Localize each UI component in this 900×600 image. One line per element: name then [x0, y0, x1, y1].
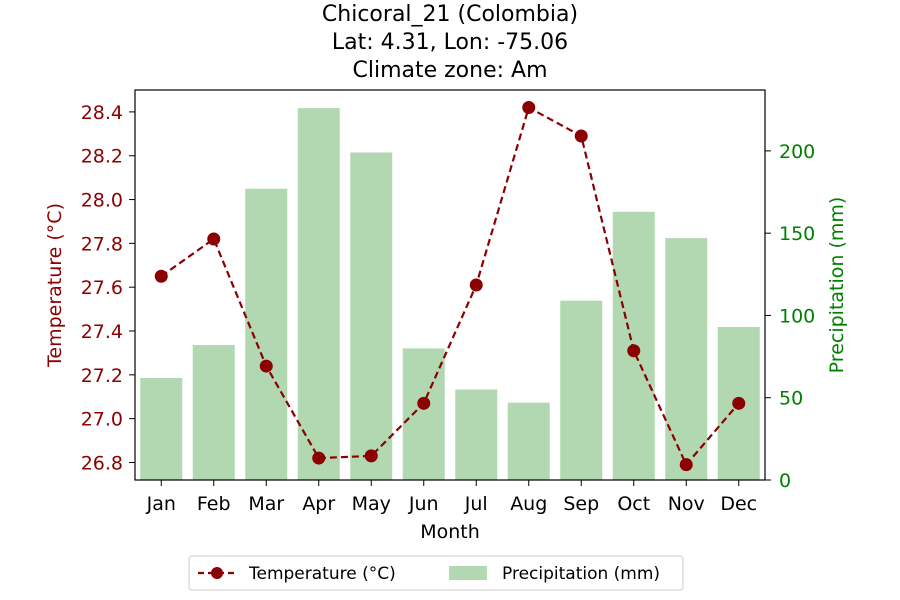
- precipitation-bar-jul: [455, 389, 498, 480]
- title-line-1: Chicoral_21 (Colombia): [322, 2, 578, 27]
- precipitation-bar-aug: [507, 402, 550, 480]
- legend: Temperature (°C) Precipitation (mm): [188, 555, 684, 591]
- month-tick-label-mar: Mar: [248, 493, 284, 515]
- precipitation-bar-jan: [140, 377, 183, 480]
- temperature-axis-ticks: 26.8 27.0 27.2 27.4 27.6 27.8 28.0 28.2 28.4: [81, 102, 135, 474]
- title-line-2: Lat: 4.31, Lon: -75.06: [332, 30, 568, 55]
- temperature-point-aug: [522, 101, 536, 115]
- temperature-tick-label: 27.6: [81, 277, 123, 299]
- precipitation-axis-label: Precipitation (mm): [826, 197, 848, 374]
- precipitation-tick-label: 0: [779, 470, 791, 492]
- precipitation-bar-feb: [192, 345, 235, 480]
- chart-title: Chicoral_21 (Colombia) Lat: 4.31, Lon: -…: [322, 2, 578, 83]
- month-axis-label: Month: [420, 521, 480, 543]
- precipitation-bar-may: [350, 152, 393, 480]
- legend-precipitation-swatch: [449, 566, 487, 580]
- legend-temperature-label: Temperature (°C): [248, 564, 396, 584]
- legend-precipitation-label: Precipitation (mm): [502, 564, 660, 584]
- temperature-tick-label: 28.0: [81, 190, 123, 212]
- precipitation-bars: [140, 108, 760, 481]
- temperature-point-mar: [259, 359, 273, 373]
- legend-box: [188, 555, 684, 591]
- temperature-tick-label: 26.8: [81, 452, 123, 474]
- month-tick-label-jan: Jan: [146, 493, 176, 515]
- precipitation-tick-label: 50: [779, 388, 803, 410]
- month-tick-label-dec: Dec: [720, 493, 757, 515]
- temperature-point-oct: [627, 344, 641, 358]
- month-tick-label-feb: Feb: [197, 493, 231, 515]
- temperature-series-line: [160, 105, 740, 467]
- temperature-point-sep: [574, 129, 588, 143]
- month-tick-label-nov: Nov: [668, 493, 705, 515]
- precipitation-bar-apr: [297, 108, 340, 481]
- month-tick-label-aug: Aug: [510, 493, 547, 515]
- temperature-tick-label: 27.4: [81, 321, 123, 343]
- precipitation-bar-jun: [402, 348, 445, 480]
- precipitation-axis-ticks: 0 50 100 150 200: [765, 141, 815, 492]
- temperature-tick-label: 27.2: [81, 365, 123, 387]
- temperature-point-dec: [732, 396, 746, 410]
- precipitation-bar-nov: [665, 238, 708, 480]
- month-tick-label-jun: Jun: [408, 493, 439, 515]
- month-tick-label-may: May: [352, 493, 391, 515]
- temperature-point-apr: [312, 451, 326, 465]
- precipitation-tick-label: 100: [779, 305, 815, 327]
- precipitation-tick-label: 200: [779, 141, 815, 163]
- temperature-tick-label: 27.8: [81, 233, 123, 255]
- month-axis-ticks: Jan Feb Mar Apr May Jun Jul Aug Sep Oct Nov Dec: [146, 480, 757, 515]
- plot-frame: [134, 89, 766, 481]
- temperature-tick-label: 28.2: [81, 146, 123, 168]
- month-tick-label-oct: Oct: [617, 493, 650, 515]
- title-line-3: Climate zone: Am: [352, 58, 547, 83]
- temperature-tick-label: 27.0: [81, 409, 123, 431]
- month-tick-label-sep: Sep: [563, 493, 599, 515]
- precipitation-bar-sep: [560, 300, 603, 480]
- legend-temperature-marker-swatch: [211, 567, 223, 579]
- temperature-point-jul: [469, 278, 483, 292]
- temperature-point-jun: [417, 396, 431, 410]
- temperature-line: [154, 101, 746, 472]
- temperature-point-may: [364, 449, 378, 463]
- temperature-point-feb: [207, 232, 221, 246]
- temperature-point-jan: [154, 269, 168, 283]
- temperature-point-nov: [679, 458, 693, 472]
- precipitation-bar-mar: [245, 188, 288, 480]
- temperature-axis-label: Temperature (°C): [44, 203, 66, 368]
- temperature-tick-label: 28.4: [81, 102, 123, 124]
- month-tick-label-apr: Apr: [302, 493, 335, 515]
- month-tick-label-jul: Jul: [464, 493, 488, 515]
- precipitation-tick-label: 150: [779, 223, 815, 245]
